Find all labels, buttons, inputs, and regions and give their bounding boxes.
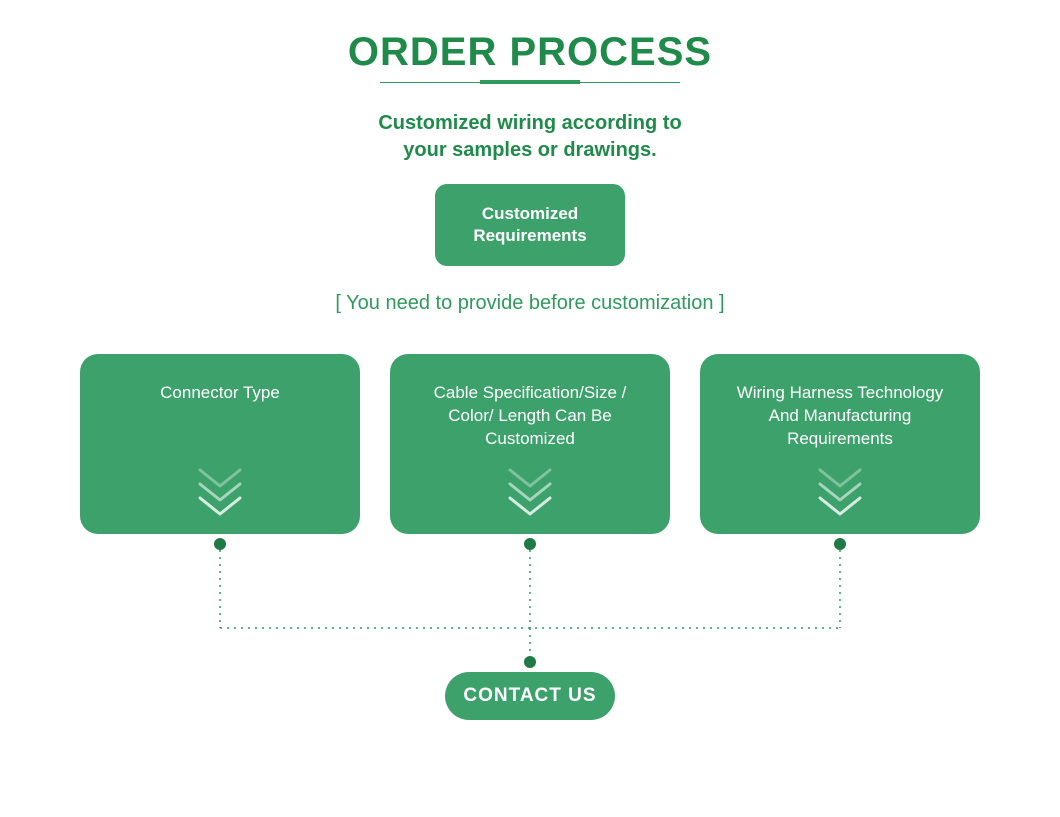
title-underline-thick: [480, 80, 580, 84]
card-connector-type: Connector Type: [80, 354, 360, 534]
bracket-note: [ You need to provide before customizati…: [0, 292, 1060, 315]
card-label: Wiring Harness Technology And Manufactur…: [720, 382, 960, 451]
chevron-down-icon: [190, 466, 250, 516]
card-cable-spec: Cable Specification/Size / Color/ Length…: [390, 354, 670, 534]
contact-us-button[interactable]: CONTACT US: [445, 672, 615, 720]
card-label: Cable Specification/Size / Color/ Length…: [410, 382, 650, 451]
subtitle-line-1: Customized wiring according to: [0, 110, 1060, 137]
card-label: Connector Type: [100, 382, 340, 405]
customized-requirements-pill: Customized Requirements: [435, 184, 625, 266]
subtitle-line-2: your samples or drawings.: [0, 137, 1060, 164]
page-title: ORDER PROCESS: [0, 30, 1060, 75]
chevron-down-icon: [500, 466, 560, 516]
page-subtitle: Customized wiring according to your samp…: [0, 110, 1060, 164]
chevron-down-icon: [810, 466, 870, 516]
card-wiring-harness: Wiring Harness Technology And Manufactur…: [700, 354, 980, 534]
title-underline: [380, 82, 680, 83]
pill-line-2: Requirements: [473, 225, 586, 247]
pill-line-1: Customized: [473, 203, 586, 225]
